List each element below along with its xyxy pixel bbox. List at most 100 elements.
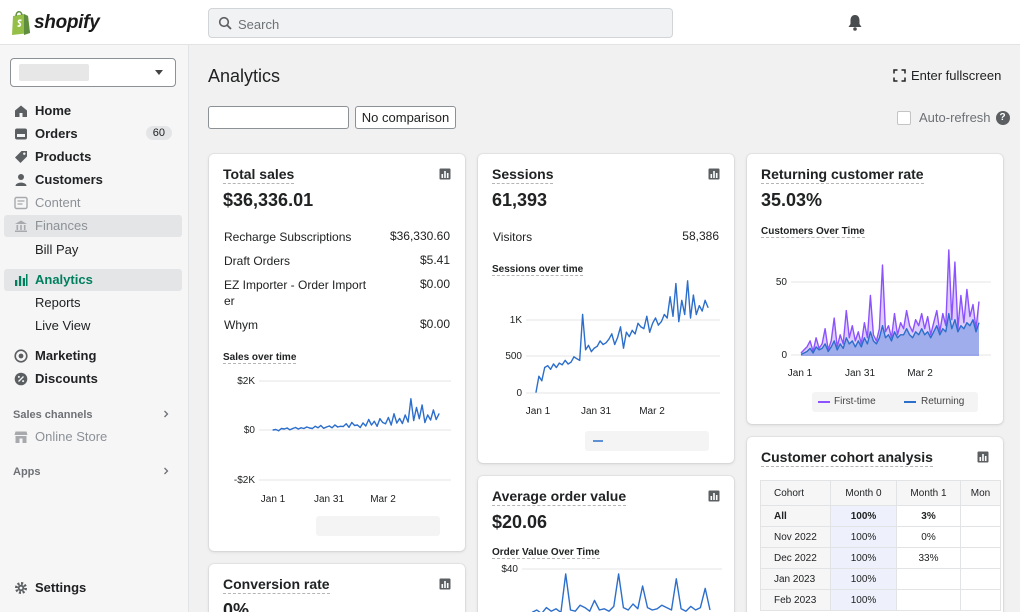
sidebar-item-reports[interactable]: Reports — [4, 292, 182, 314]
data-point — [631, 329, 633, 331]
gear-icon — [15, 582, 27, 594]
chart-report-icon[interactable] — [708, 168, 720, 180]
chart-report-icon[interactable] — [708, 490, 720, 502]
data-point — [278, 430, 280, 432]
y-tick-label: -$2K — [234, 475, 255, 486]
top-bar: shopify — [0, 0, 1020, 45]
data-point — [289, 429, 291, 431]
chart-title[interactable]: Order Value Over Time — [492, 547, 600, 559]
orders-count-badge: 60 — [145, 126, 172, 140]
data-point — [678, 321, 680, 323]
data-point — [535, 391, 537, 393]
sidebar-item-discounts[interactable]: Discounts — [4, 368, 182, 390]
data-point — [558, 362, 560, 364]
notification-bell-icon[interactable] — [847, 14, 863, 31]
card-title[interactable]: Customer cohort analysis — [761, 449, 933, 467]
cohort-cell — [896, 568, 961, 590]
sidebar-item-finances[interactable]: Finances — [4, 215, 182, 237]
shopify-wordmark: shopify — [34, 11, 100, 33]
card-value: 61,393 — [492, 190, 548, 210]
sidebar-item-home[interactable]: Home — [4, 100, 182, 122]
data-point — [294, 426, 297, 429]
search-bar[interactable] — [208, 8, 673, 38]
column-header: Month 0 — [830, 480, 897, 506]
series-line — [531, 573, 711, 612]
data-point — [286, 427, 288, 429]
search-input[interactable] — [238, 14, 658, 34]
sidebar-item-label: Online Store — [35, 429, 108, 444]
y-tick-label: 1K — [510, 315, 523, 326]
data-point — [617, 336, 619, 339]
data-point — [550, 368, 552, 370]
sidebar-item-customers[interactable]: Customers — [4, 169, 182, 191]
sidebar-item-orders[interactable]: Orders 60 — [4, 123, 182, 145]
cohort-cell: 100% — [830, 526, 897, 548]
chevron-right-icon[interactable] — [162, 467, 170, 475]
chart-title[interactable]: Customers Over Time — [761, 226, 865, 238]
sidebar-item-settings[interactable]: Settings — [4, 577, 182, 599]
returning-customer-rate-card: Returning customer rate 35.03% Customers… — [747, 154, 1003, 424]
data-point — [359, 426, 361, 429]
sidebar-item-analytics[interactable]: Analytics — [4, 269, 182, 291]
data-point — [387, 416, 389, 419]
chart-report-icon[interactable] — [439, 168, 451, 180]
sidebar-item-label: Marketing — [35, 348, 97, 363]
series-line — [272, 398, 440, 432]
cohort-cell — [960, 547, 1001, 569]
cohort-cell: 100% — [830, 505, 897, 527]
shopify-logo[interactable]: shopify — [10, 10, 100, 35]
auto-refresh-toggle[interactable]: Auto-refresh ? — [897, 110, 1010, 125]
sidebar-item-label: Reports — [35, 295, 81, 310]
card-title[interactable]: Returning customer rate — [761, 166, 924, 184]
y-tick-label: $40 — [501, 564, 518, 575]
sidebar-item-label: Discounts — [35, 371, 98, 386]
data-point — [593, 347, 595, 349]
data-point — [660, 321, 662, 323]
chart-title[interactable]: Sales over time — [223, 352, 297, 364]
card-title[interactable]: Total sales — [223, 166, 295, 184]
chart-report-icon[interactable] — [977, 451, 989, 463]
sidebar-item-content[interactable]: Content — [4, 192, 182, 214]
data-point — [337, 426, 339, 428]
apps-heading[interactable]: Apps — [13, 466, 41, 478]
data-point — [649, 331, 651, 333]
sidebar-item-label: Settings — [35, 580, 87, 595]
store-selector[interactable] — [10, 58, 176, 87]
help-icon[interactable]: ? — [995, 110, 1010, 125]
card-title[interactable]: Average order value — [492, 488, 627, 506]
chart-report-icon[interactable] — [439, 578, 451, 590]
sidebar-item-live-view[interactable]: Live View — [4, 315, 182, 337]
breakdown-label: Visitors — [493, 230, 533, 244]
auto-refresh-checkbox[interactable] — [897, 110, 911, 125]
comparison-button[interactable]: No comparison — [355, 106, 456, 129]
enter-fullscreen-button[interactable]: Enter fullscreen — [893, 68, 1001, 83]
data-point — [669, 296, 671, 298]
data-point — [334, 424, 336, 426]
discount-icon — [14, 372, 28, 386]
data-point — [297, 428, 299, 430]
breakdown-label: Draft Orders — [224, 254, 291, 268]
date-range-button[interactable] — [208, 106, 349, 129]
data-point — [404, 414, 406, 416]
sidebar-item-marketing[interactable]: Marketing — [4, 345, 182, 367]
data-point — [684, 313, 686, 316]
chart-title[interactable]: Sessions over time — [492, 264, 584, 276]
data-point — [657, 324, 659, 326]
card-title[interactable]: Sessions — [492, 166, 554, 184]
sidebar-item-bill-pay[interactable]: Bill Pay — [4, 239, 182, 261]
sidebar-item-online-store[interactable]: Online Store — [4, 426, 182, 448]
data-point — [634, 333, 636, 335]
data-point — [351, 421, 353, 424]
cohort-label: Dec 2022 — [760, 547, 831, 569]
card-title[interactable]: Conversion rate — [223, 576, 330, 594]
chart-legend-box — [585, 431, 709, 451]
data-point — [421, 404, 423, 406]
chevron-right-icon[interactable] — [162, 410, 170, 418]
sales-channels-heading[interactable]: Sales channels — [13, 409, 93, 421]
data-point — [373, 420, 375, 422]
cohort-cell — [960, 526, 1001, 548]
content-icon — [14, 196, 28, 210]
search-icon — [218, 16, 232, 30]
sidebar-item-products[interactable]: Products — [4, 146, 182, 168]
